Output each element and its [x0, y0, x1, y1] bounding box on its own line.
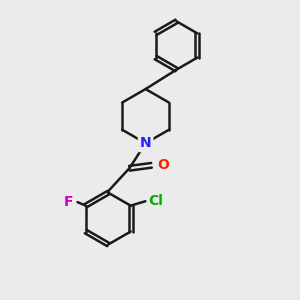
Text: N: N — [140, 136, 152, 150]
Text: Cl: Cl — [148, 194, 163, 208]
Text: F: F — [64, 195, 73, 209]
Text: O: O — [157, 158, 169, 172]
